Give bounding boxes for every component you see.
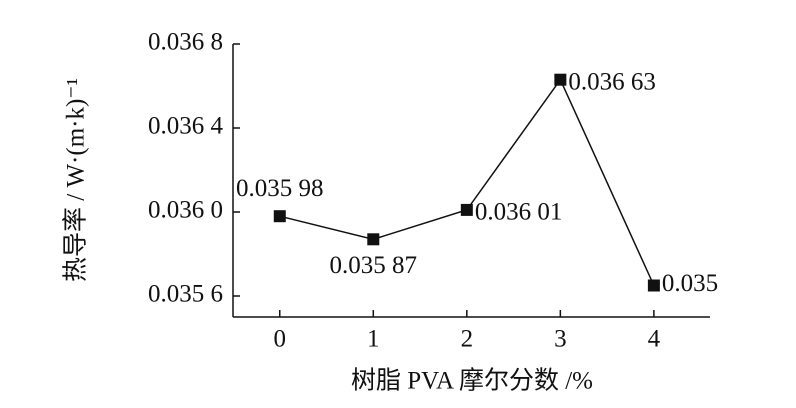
x-tick-label: 0 — [274, 326, 287, 353]
y-axis-label: 热导率 / W·(m·k)⁻¹ — [62, 78, 90, 282]
marker — [367, 233, 380, 246]
x-tick-label: 3 — [554, 326, 567, 353]
y-tick-label: 0.035 6 — [148, 281, 223, 308]
y-tick-label: 0.036 8 — [148, 29, 223, 56]
marker — [460, 203, 473, 216]
marker — [647, 279, 660, 292]
data-label: 0.036 63 — [568, 68, 656, 95]
marker — [273, 210, 286, 223]
data-label: 0.035 — [662, 270, 718, 297]
y-tick-label: 0.036 4 — [148, 113, 224, 140]
x-tick-label: 1 — [367, 326, 380, 353]
x-axis-label: 树脂 PVA 摩尔分数 /% — [351, 367, 593, 395]
data-label: 0.036 01 — [475, 199, 562, 226]
data-label: 0.035 87 — [330, 252, 418, 279]
marker — [554, 73, 567, 86]
data-label: 0.035 98 — [236, 175, 324, 202]
y-tick-label: 0.036 0 — [148, 197, 223, 224]
x-tick-label: 2 — [461, 326, 474, 353]
x-tick-label: 4 — [648, 326, 661, 353]
